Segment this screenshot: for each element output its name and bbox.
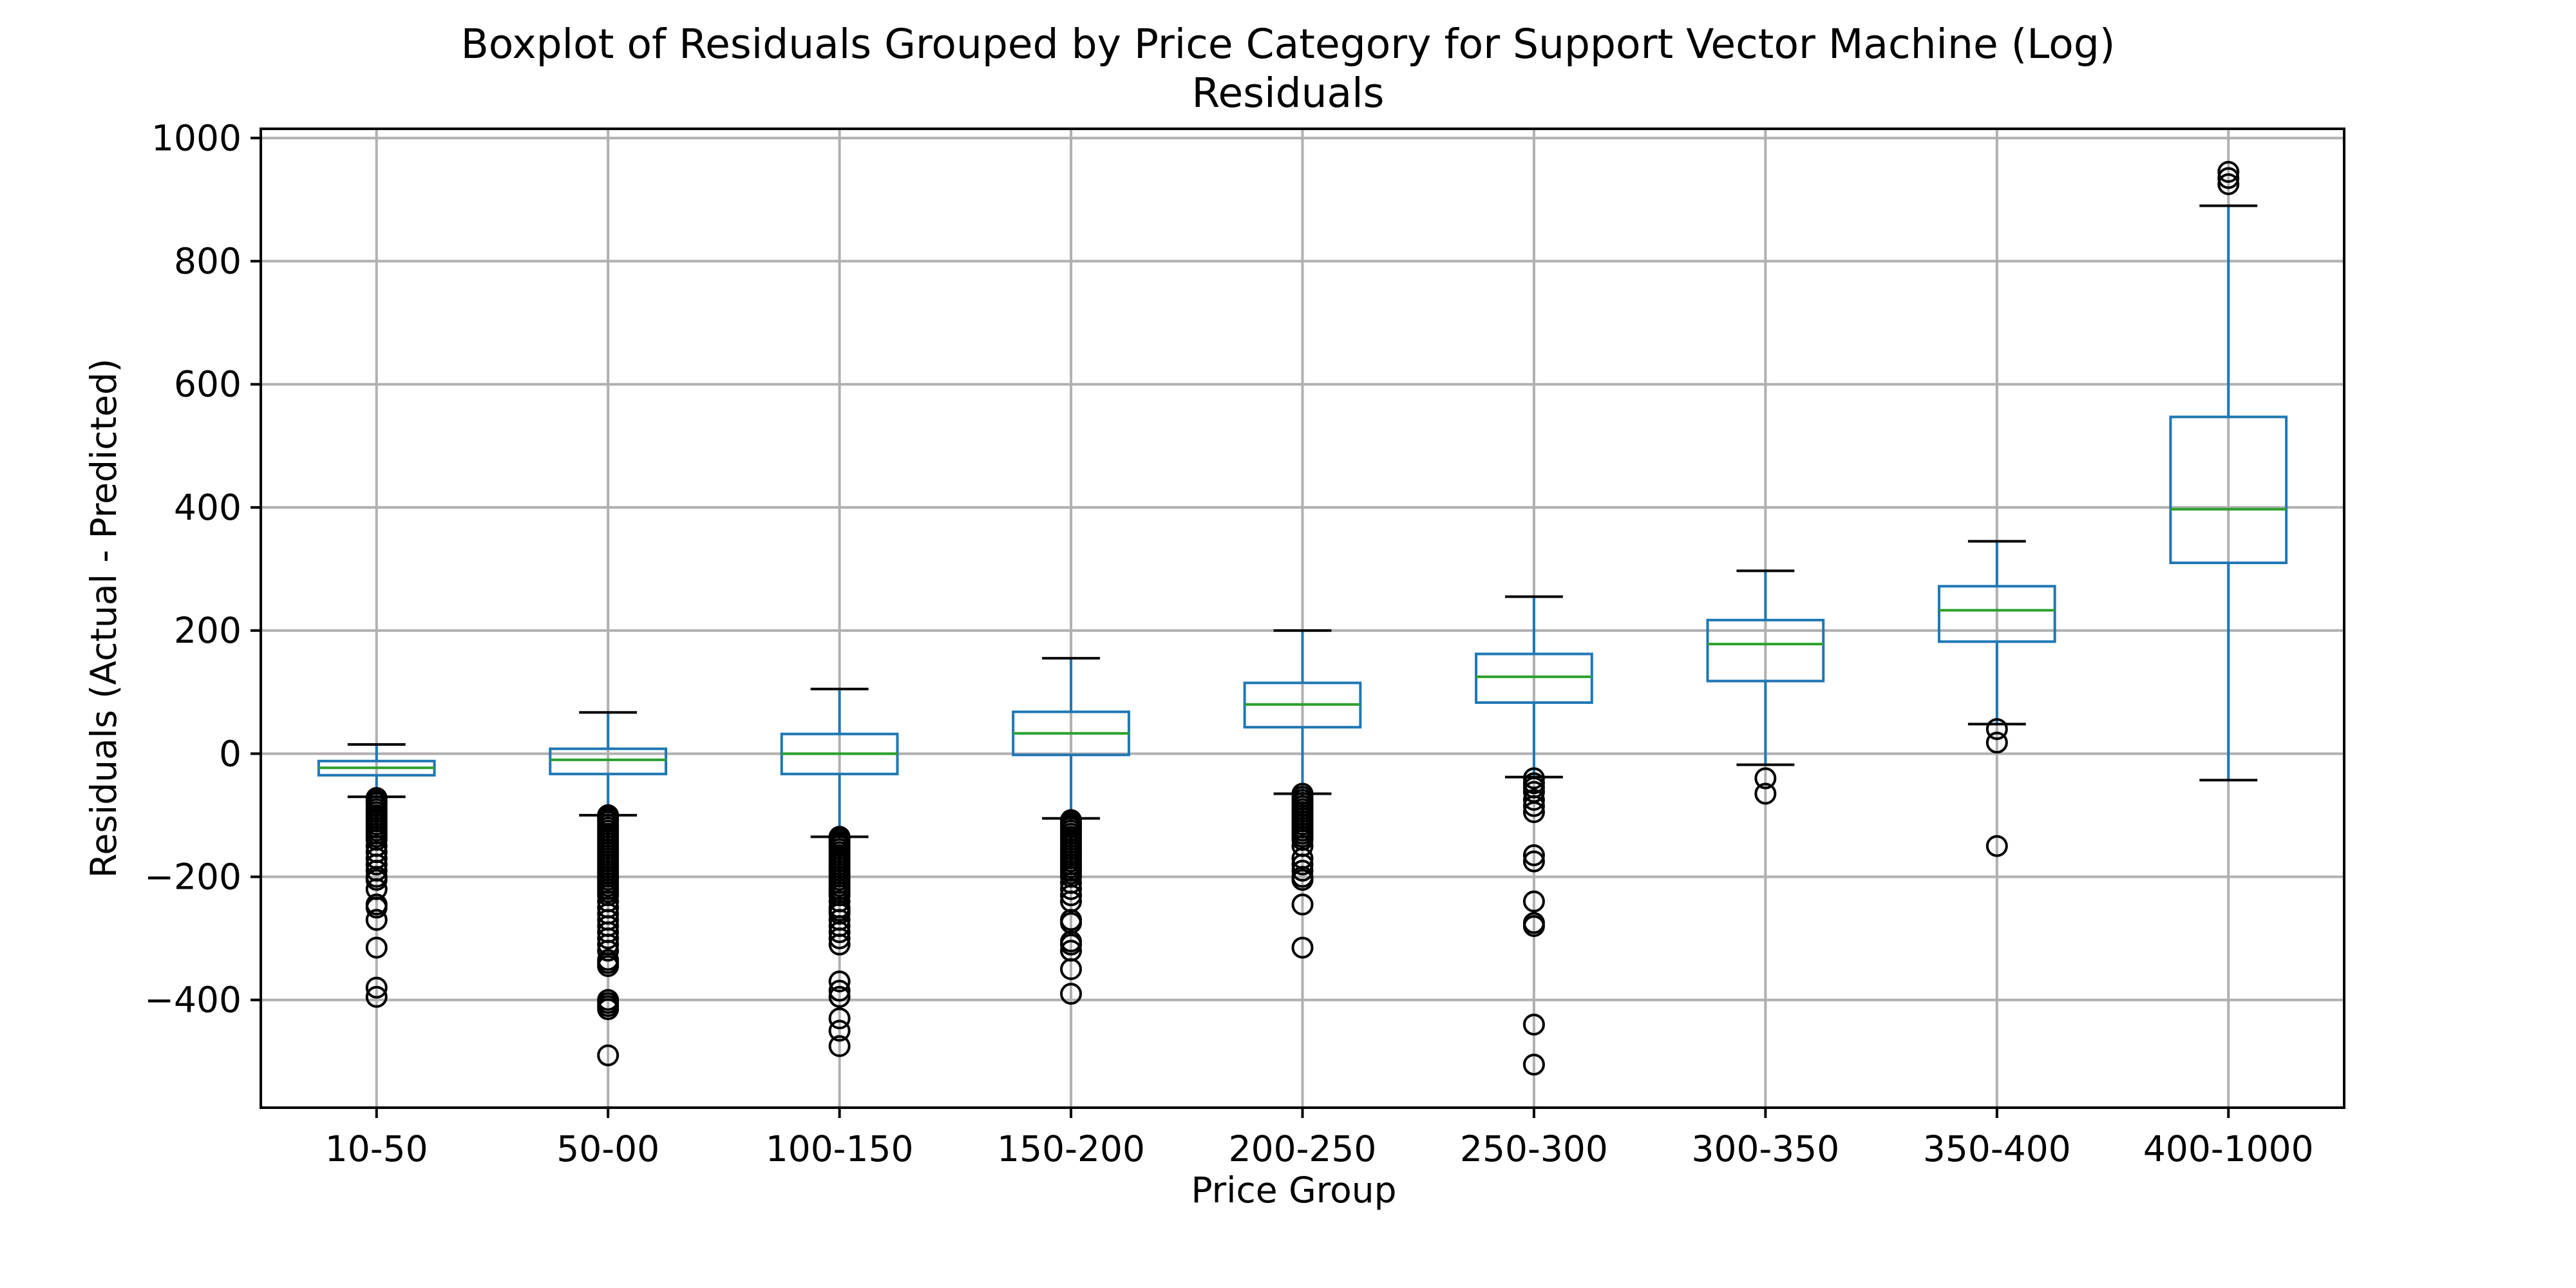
outlier-point [365, 936, 388, 959]
outlier-point [1522, 844, 1545, 867]
outlier-point [1060, 878, 1083, 900]
outlier-point [828, 1035, 851, 1057]
outlier-point [365, 909, 388, 931]
outlier-point [828, 1019, 851, 1042]
x-tick-label: 50-00 [556, 1128, 659, 1170]
outlier-point [828, 1007, 851, 1030]
outlier-point [1522, 1054, 1545, 1076]
x-tick-label: 100-150 [766, 1128, 914, 1170]
iqr-box [1475, 652, 1593, 704]
outlier-point [1985, 718, 2008, 741]
outlier-point [1985, 732, 2008, 754]
outlier-point [1522, 890, 1545, 913]
box-group-100-150 [780, 687, 899, 1057]
plot-frame [260, 128, 2345, 1109]
outlier-point [1060, 933, 1083, 956]
y-tick-label: −400 [144, 980, 242, 1021]
y-axis-label: Residuals (Actual - Predicted) [83, 359, 124, 878]
x-tick-label: 300-350 [1691, 1128, 1839, 1170]
outlier-point [365, 976, 388, 999]
iqr-box [1937, 585, 2056, 643]
y-tick-label: 800 [174, 241, 242, 282]
outlier-point [1522, 914, 1545, 937]
box-group-200-250 [1243, 629, 1362, 959]
x-tick-label: 150-200 [997, 1128, 1145, 1170]
box-group-350-400 [1937, 540, 2056, 857]
outlier-point [1291, 869, 1314, 891]
outlier-point [1522, 1013, 1545, 1036]
chart-title: Boxplot of Residuals Grouped by Price Ca… [461, 21, 2116, 68]
iqr-box [549, 747, 668, 775]
outlier-point [365, 896, 388, 919]
outlier-point [365, 985, 388, 1008]
x-tick-label: 350-400 [1923, 1128, 2071, 1170]
outlier-point [828, 971, 851, 993]
outlier-point [597, 955, 620, 978]
outlier-point [1522, 795, 1545, 817]
box-group-10-50 [317, 743, 436, 1008]
outlier-point [1985, 835, 2008, 857]
outlier-point [1522, 850, 1545, 873]
outlier-point [2217, 167, 2240, 189]
y-tick-label: 200 [174, 610, 242, 651]
box-group-150-200 [1012, 657, 1130, 1005]
outlier-point [1060, 983, 1083, 1005]
iqr-box [2169, 415, 2288, 564]
outlier-point [828, 927, 851, 950]
x-tick-label: 200-250 [1229, 1128, 1377, 1170]
outlier-point [828, 980, 851, 1002]
outlier-point [1291, 853, 1314, 876]
box-group-250-300 [1475, 595, 1593, 1076]
box-group-50-00 [549, 711, 668, 1066]
y-tick-label: 400 [174, 487, 242, 528]
outlier-point [597, 998, 620, 1021]
outlier-point [2217, 173, 2240, 196]
outlier-point [828, 933, 851, 956]
outlier-point [1060, 958, 1083, 980]
outlier-point [1291, 859, 1314, 882]
y-tick-label: −200 [144, 857, 242, 898]
outlier-point [597, 1044, 620, 1066]
outlier-point [1522, 789, 1545, 811]
x-tick-label: 10-50 [325, 1128, 428, 1170]
outlier-point [1754, 767, 1777, 790]
box-group-400-1000 [2169, 160, 2288, 782]
outlier-point [1754, 782, 1777, 805]
outlier-point [365, 853, 388, 876]
outlier-point [597, 927, 620, 950]
box-series [317, 160, 2288, 1076]
y-tick-label: 600 [174, 364, 242, 405]
iqr-box [1706, 618, 1825, 683]
outlier-point [828, 921, 851, 943]
outlier-point [1291, 936, 1314, 959]
y-tick-label: 0 [219, 733, 242, 774]
outlier-point [365, 869, 388, 891]
axes: −400 −200 0 200 400 600 800 1000 10-50 50-00 100-1… [144, 117, 2345, 1170]
y-tick-label: 1000 [151, 117, 242, 158]
x-tick-label: 250-300 [1460, 1128, 1608, 1170]
outlier-point [828, 985, 851, 1008]
x-axis-label: Price Group [1191, 1170, 1396, 1211]
outlier-point [1060, 884, 1083, 907]
outlier-point [1522, 801, 1545, 824]
box-group-300-350 [1706, 569, 1825, 805]
x-tick-label: 400-1000 [2143, 1128, 2314, 1170]
outlier-point [597, 940, 620, 962]
chart-subtitle: Residuals [1192, 70, 1385, 117]
outlier-point [2217, 160, 2240, 183]
outlier-point [1291, 893, 1314, 916]
